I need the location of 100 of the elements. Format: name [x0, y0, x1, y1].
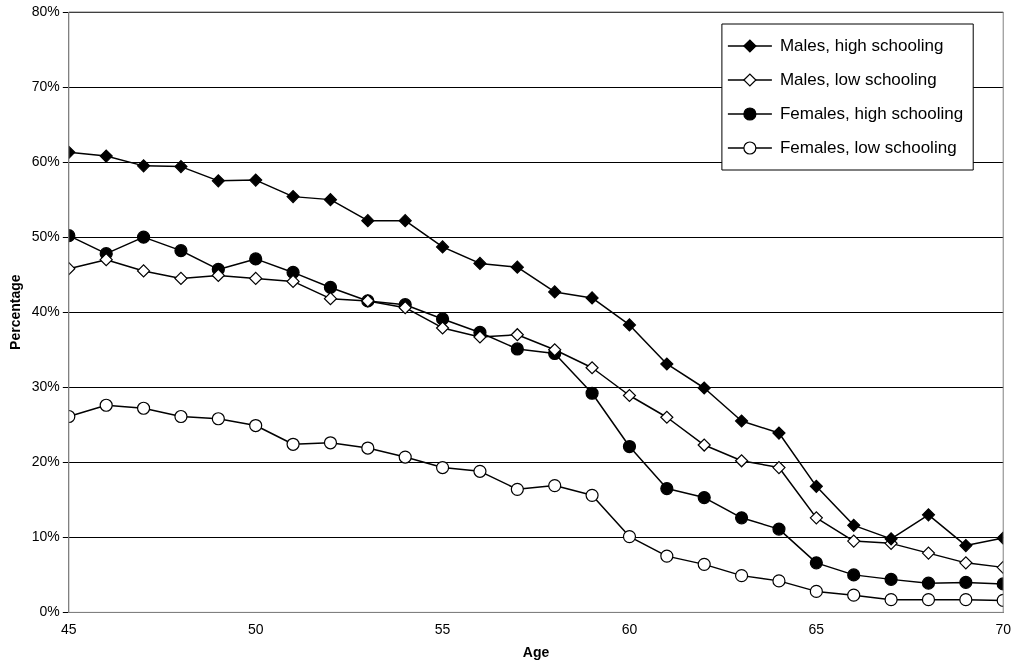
point: [361, 214, 375, 228]
point: [323, 436, 338, 450]
point: [959, 539, 973, 553]
point: [174, 244, 188, 258]
point: [435, 240, 450, 254]
point: [211, 268, 225, 283]
point: [921, 593, 936, 607]
x-axis-title: Age: [522, 644, 550, 661]
point: [99, 253, 113, 267]
point: [847, 518, 861, 532]
point: [697, 438, 711, 452]
point: [435, 321, 450, 335]
point: [734, 569, 749, 583]
point: [323, 292, 338, 306]
point: [959, 556, 973, 570]
point: [884, 572, 898, 586]
point: [921, 508, 936, 522]
point: [510, 260, 524, 274]
point: [622, 388, 637, 403]
point: [959, 593, 973, 607]
legend-label: Females, high schooling: [779, 103, 964, 123]
legend-label: Males, high schooling: [779, 35, 944, 55]
point: [660, 549, 674, 563]
point: [286, 274, 300, 289]
point: [622, 439, 637, 454]
point: [136, 401, 151, 415]
point: [286, 437, 300, 451]
x-tick-label: 50: [247, 620, 264, 637]
point: [697, 557, 711, 571]
y-tick-label: 50%: [31, 228, 60, 245]
point: [473, 256, 487, 271]
point: [136, 159, 151, 173]
x-tick-label: 60: [621, 620, 638, 637]
point: [660, 481, 674, 496]
point: [847, 568, 861, 582]
point: [510, 482, 524, 496]
y-tick-label: 80%: [31, 2, 60, 19]
point: [249, 173, 263, 187]
point: [548, 478, 562, 493]
point: [174, 271, 188, 286]
point: [772, 574, 786, 588]
x-tick-label: 55: [434, 620, 451, 637]
point: [772, 522, 786, 536]
y-tick-label: 10%: [31, 528, 60, 545]
point: [211, 174, 225, 188]
point: [249, 252, 263, 266]
point: [585, 488, 599, 502]
point: [660, 357, 674, 371]
legend-label: Males, low schooling: [779, 69, 937, 89]
point: [772, 426, 786, 440]
y-tick-label: 70%: [31, 77, 60, 94]
y-tick-label: 0%: [39, 603, 60, 620]
point: [697, 381, 711, 395]
point: [622, 318, 637, 332]
point: [249, 271, 263, 286]
point: [622, 530, 637, 544]
point: [585, 291, 599, 305]
point: [697, 490, 711, 505]
point: [435, 460, 450, 475]
point: [136, 264, 151, 278]
y-tick-label: 60%: [31, 152, 60, 169]
point: [548, 285, 562, 299]
point: [585, 361, 599, 375]
point: [99, 149, 113, 163]
point: [548, 343, 562, 357]
y-tick-label: 40%: [31, 303, 60, 320]
point: [734, 454, 749, 468]
point: [809, 479, 823, 493]
point: [174, 160, 188, 174]
point: [660, 410, 674, 424]
point: [398, 214, 412, 228]
point: [847, 534, 861, 548]
point: [249, 418, 263, 433]
point: [959, 575, 973, 589]
point: [809, 511, 823, 525]
point: [174, 409, 188, 424]
x-tick-label: 65: [808, 620, 825, 637]
x-tick-label: 70: [995, 620, 1012, 637]
point: [884, 593, 898, 607]
point: [884, 532, 898, 546]
point: [734, 414, 749, 428]
point: [99, 398, 113, 412]
legend-label: Females, low schooling: [779, 137, 957, 157]
point: [361, 441, 375, 455]
point: [847, 588, 861, 602]
y-tick-label: 20%: [31, 453, 60, 470]
point: [510, 342, 524, 356]
point: [398, 450, 412, 464]
point: [772, 460, 786, 475]
y-tick-label: 30%: [31, 378, 60, 395]
point: [585, 386, 599, 400]
point: [809, 584, 823, 598]
point: [473, 330, 487, 344]
point: [921, 546, 936, 560]
point: [809, 556, 823, 570]
point: [136, 230, 151, 244]
point: [323, 280, 338, 295]
point: [510, 328, 524, 342]
point: [921, 576, 936, 590]
point: [473, 464, 487, 478]
